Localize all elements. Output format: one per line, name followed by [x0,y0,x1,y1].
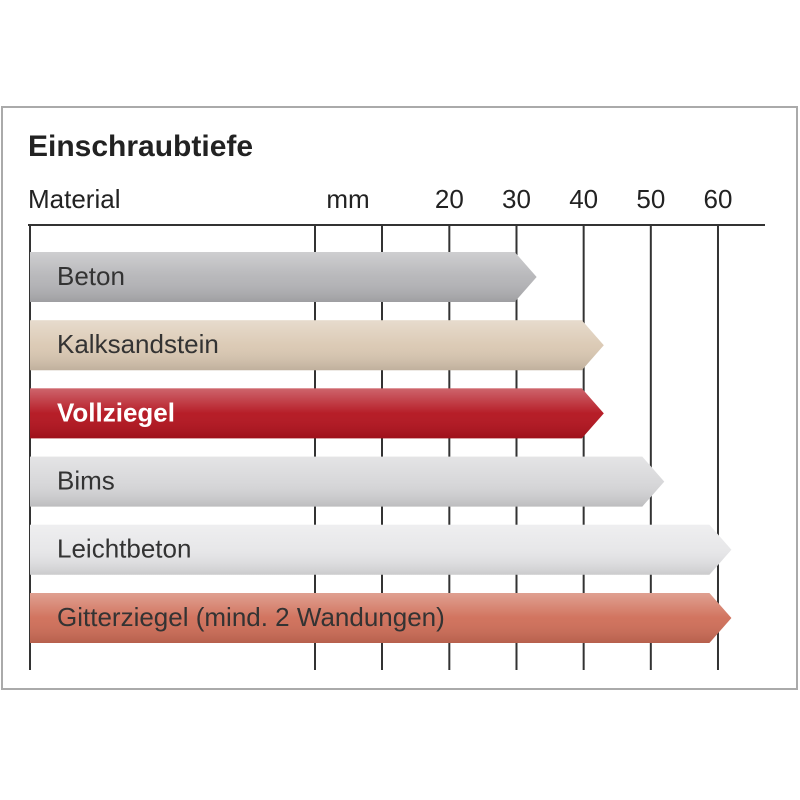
x-tick-label: 30 [502,184,531,214]
x-tick-label: 60 [704,184,733,214]
bar-label: Beton [57,261,125,291]
bar-shading [30,456,665,507]
x-tick-label: 40 [569,184,598,214]
bar-shading [30,593,732,643]
bar-label: Leichtbeton [57,534,191,564]
bar-label: Gitterziegel (mind. 2 Wandungen) [57,602,445,632]
bar-label: Bims [57,465,115,495]
x-tick-label: 20 [435,184,464,214]
bar-shading [30,524,732,575]
bar-label: Kalksandstein [57,329,219,359]
bar-shading [30,388,604,439]
column-header: Material [28,184,120,214]
bar-shading [30,252,537,302]
axis-unit: mm [326,184,369,214]
chart-title: Einschraubtiefe [28,130,253,163]
bar-label: Vollziegel [57,397,175,427]
bars: Beton Kalksandstein Vollziegel Bims Leichtbe… [30,252,732,643]
x-tick-label: 50 [636,184,665,214]
bar-shading [30,320,604,371]
